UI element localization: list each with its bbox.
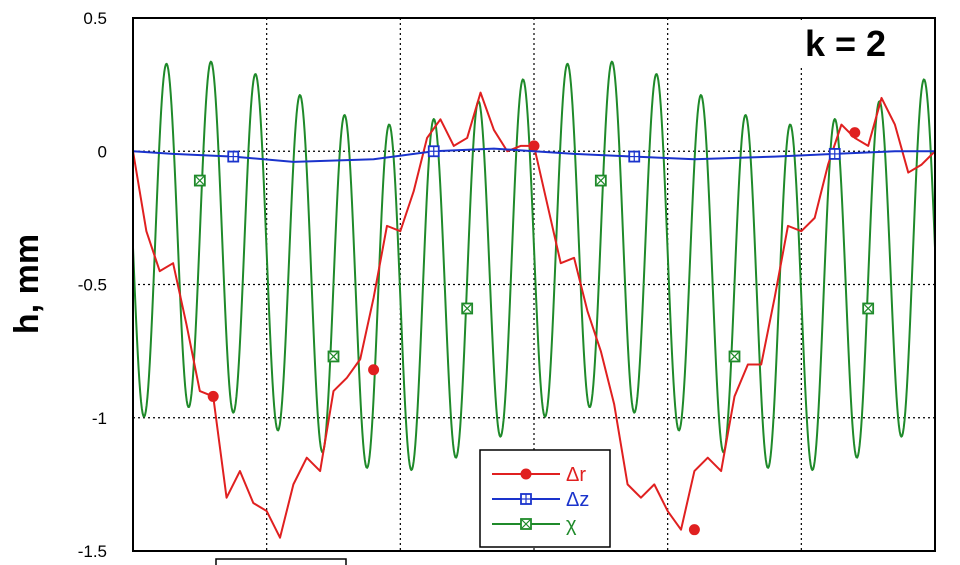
- series-marker-2-d2: [596, 176, 606, 185]
- series-marker-2-d2: [329, 352, 338, 361]
- y-tick-label: -0.5: [78, 276, 107, 295]
- series-marker-2-d2: [730, 352, 739, 361]
- legend-label-0: Δr: [566, 464, 586, 486]
- series-0: [132, 91, 936, 539]
- series-line-1: [132, 147, 935, 163]
- series-marker-0: [207, 390, 219, 402]
- series-marker-0: [849, 127, 861, 139]
- series-marker-2-d2: [195, 176, 205, 185]
- series-2: [132, 60, 936, 472]
- y-tick-label: -1.5: [78, 542, 107, 561]
- y-tick-label: -1: [92, 409, 107, 428]
- y-tick-labels: 0.5 0 -0.5 -1 -1.5: [78, 9, 107, 561]
- series-marker-2-d2: [462, 304, 472, 313]
- series-marker-0: [688, 524, 700, 536]
- series-line-2: [132, 60, 936, 472]
- y-axis-label: h, mm: [8, 234, 46, 334]
- legend: Δr Δz χ: [479, 449, 611, 548]
- series-marker-0: [528, 140, 540, 152]
- plot-frame: [132, 17, 936, 552]
- series-1: [132, 145, 935, 163]
- legend-marker-2-d2: [521, 519, 531, 529]
- legend-label-2: χ: [566, 514, 577, 536]
- k-annotation: k = 2: [805, 23, 886, 64]
- legend-label-1: Δz: [566, 489, 589, 511]
- annotation-background: [798, 22, 930, 66]
- bottom-box-fragment: [215, 558, 347, 565]
- y-tick-label: 0: [98, 142, 107, 161]
- legend-entries: Δr Δz χ: [492, 464, 589, 536]
- series-marker-0: [368, 364, 380, 376]
- series-marker-2-d2: [863, 304, 873, 313]
- y-tick-label: 0.5: [83, 9, 107, 28]
- series-layer: [132, 60, 936, 539]
- legend-marker-0: [520, 468, 532, 480]
